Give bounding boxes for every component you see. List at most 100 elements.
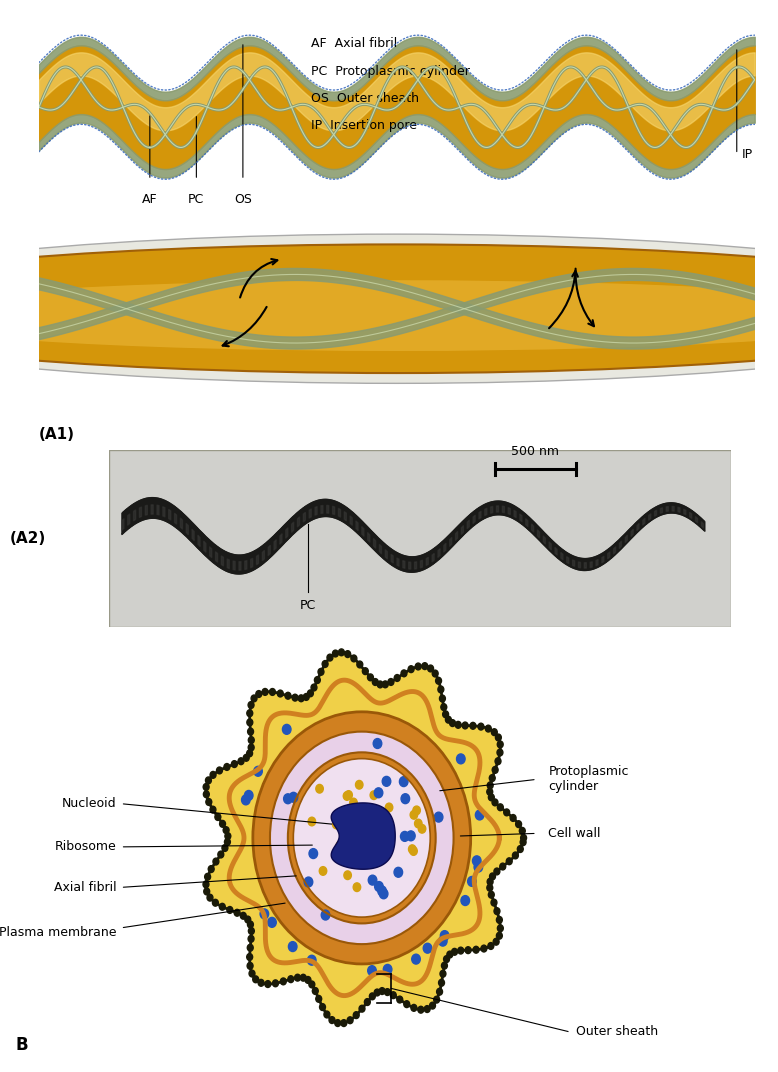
Circle shape xyxy=(353,883,361,892)
Circle shape xyxy=(497,749,503,756)
Circle shape xyxy=(440,695,445,702)
Circle shape xyxy=(503,809,510,816)
Text: Plasma membrane: Plasma membrane xyxy=(0,926,117,939)
Circle shape xyxy=(292,695,298,701)
Circle shape xyxy=(506,858,512,865)
Circle shape xyxy=(345,791,352,800)
Circle shape xyxy=(352,814,359,822)
Circle shape xyxy=(204,888,210,895)
Circle shape xyxy=(314,676,321,684)
Text: Outer sheath: Outer sheath xyxy=(576,1025,658,1038)
Circle shape xyxy=(289,792,298,802)
Circle shape xyxy=(493,938,499,946)
Circle shape xyxy=(367,809,375,818)
Circle shape xyxy=(368,875,377,885)
Circle shape xyxy=(206,799,212,805)
Circle shape xyxy=(335,1019,341,1027)
Circle shape xyxy=(373,739,382,748)
Circle shape xyxy=(213,858,219,865)
Circle shape xyxy=(374,989,380,996)
Circle shape xyxy=(307,690,314,697)
Text: Ribosome: Ribosome xyxy=(55,840,117,853)
Text: AF  Axial fibril: AF Axial fibril xyxy=(311,38,397,50)
Circle shape xyxy=(388,679,394,685)
Circle shape xyxy=(443,956,450,963)
Circle shape xyxy=(370,993,375,1000)
Circle shape xyxy=(368,966,377,976)
Circle shape xyxy=(247,954,253,961)
Circle shape xyxy=(436,678,442,684)
Text: (A1): (A1) xyxy=(39,427,75,442)
Circle shape xyxy=(345,844,352,852)
Circle shape xyxy=(322,660,328,668)
Circle shape xyxy=(269,688,275,696)
Circle shape xyxy=(487,884,492,891)
Circle shape xyxy=(401,793,409,804)
Circle shape xyxy=(407,831,415,840)
Circle shape xyxy=(248,927,254,935)
Circle shape xyxy=(436,988,443,995)
Circle shape xyxy=(309,849,317,859)
Text: Cell wall: Cell wall xyxy=(548,827,601,839)
Circle shape xyxy=(384,988,391,996)
Circle shape xyxy=(311,684,317,691)
Circle shape xyxy=(280,978,286,985)
Circle shape xyxy=(496,917,503,923)
Circle shape xyxy=(520,834,527,842)
Circle shape xyxy=(247,963,253,969)
Circle shape xyxy=(439,936,447,947)
Circle shape xyxy=(408,845,416,853)
Ellipse shape xyxy=(0,234,778,384)
Ellipse shape xyxy=(293,759,430,918)
Circle shape xyxy=(285,693,291,699)
Circle shape xyxy=(485,725,491,732)
Circle shape xyxy=(338,649,345,656)
Circle shape xyxy=(413,806,420,815)
Circle shape xyxy=(351,655,357,661)
Circle shape xyxy=(494,868,499,875)
Circle shape xyxy=(446,716,451,724)
Circle shape xyxy=(441,963,447,969)
Circle shape xyxy=(247,728,254,735)
Text: B: B xyxy=(16,1036,28,1054)
Text: Protoplasmic
cylinder: Protoplasmic cylinder xyxy=(548,765,629,793)
Circle shape xyxy=(510,815,516,821)
Circle shape xyxy=(399,777,408,787)
Circle shape xyxy=(359,1006,365,1012)
Circle shape xyxy=(411,1004,417,1011)
Circle shape xyxy=(489,775,496,781)
Circle shape xyxy=(248,736,254,744)
Circle shape xyxy=(305,977,311,983)
Circle shape xyxy=(357,661,363,668)
Circle shape xyxy=(272,980,279,986)
Circle shape xyxy=(342,849,349,858)
Circle shape xyxy=(295,974,300,981)
Circle shape xyxy=(265,981,271,987)
Circle shape xyxy=(415,819,422,828)
Circle shape xyxy=(247,719,253,726)
Circle shape xyxy=(254,766,262,776)
Circle shape xyxy=(288,976,294,983)
Circle shape xyxy=(433,670,438,676)
Circle shape xyxy=(224,763,230,771)
Circle shape xyxy=(475,810,484,820)
Circle shape xyxy=(491,899,497,906)
Circle shape xyxy=(492,766,498,773)
Circle shape xyxy=(516,821,521,828)
Circle shape xyxy=(356,780,363,789)
Circle shape xyxy=(517,846,524,852)
Circle shape xyxy=(401,670,407,676)
Circle shape xyxy=(443,711,449,718)
Circle shape xyxy=(307,955,316,965)
Text: Axial fibril: Axial fibril xyxy=(54,881,117,894)
Circle shape xyxy=(487,788,492,795)
Circle shape xyxy=(256,690,261,698)
Circle shape xyxy=(478,724,484,730)
Circle shape xyxy=(496,734,501,741)
Circle shape xyxy=(496,933,503,939)
Circle shape xyxy=(382,681,388,688)
Circle shape xyxy=(312,987,318,995)
Circle shape xyxy=(231,761,237,768)
Circle shape xyxy=(203,881,209,888)
Circle shape xyxy=(245,917,251,923)
